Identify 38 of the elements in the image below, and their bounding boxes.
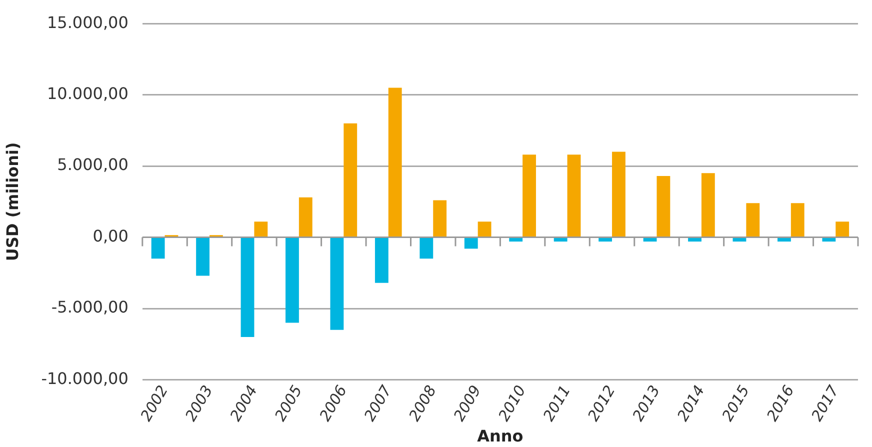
bar <box>330 238 344 330</box>
bar <box>656 176 670 237</box>
x-axis-title: Anno <box>477 426 524 446</box>
y-axis-title: USD (milioni) <box>2 142 22 262</box>
y-tick-label: 5.000,00 <box>57 155 128 174</box>
bar <box>554 238 568 242</box>
y-tick-label: 0,00 <box>92 226 128 246</box>
bar <box>478 222 492 237</box>
bar <box>822 238 836 242</box>
bar <box>732 238 746 242</box>
bar <box>374 238 388 283</box>
bar <box>196 238 210 276</box>
bar <box>286 238 299 323</box>
bar <box>254 222 268 237</box>
bar <box>240 238 254 338</box>
bar <box>151 238 165 259</box>
bar <box>777 238 791 242</box>
y-tick-label: 15.000,00 <box>46 12 128 32</box>
bar <box>298 197 312 237</box>
bar <box>836 222 850 237</box>
y-tick-label: -10.000,00 <box>41 368 128 388</box>
bar <box>509 238 523 242</box>
bar <box>598 238 612 242</box>
bar <box>701 173 715 237</box>
y-tick-label: 10.000,00 <box>46 84 128 103</box>
bar <box>464 238 478 249</box>
bar <box>344 123 358 237</box>
y-tick-label: -5.000,00 <box>51 298 128 317</box>
bar <box>746 203 760 237</box>
bar <box>433 200 447 237</box>
bar <box>567 154 581 237</box>
bar <box>612 152 626 237</box>
bar <box>420 238 434 259</box>
bar <box>522 154 536 237</box>
bar <box>643 238 657 242</box>
bar <box>688 238 702 242</box>
bar <box>388 88 402 237</box>
bar <box>790 203 804 237</box>
